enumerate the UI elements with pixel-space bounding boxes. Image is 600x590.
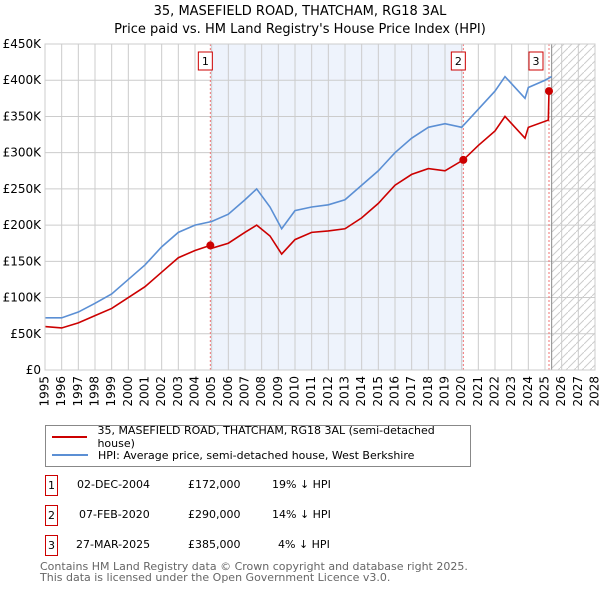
- x-tick-label: 1999: [104, 376, 118, 407]
- sale-point: [459, 155, 468, 164]
- x-tick-label: 2013: [338, 376, 352, 407]
- sale-price: £172,000: [188, 478, 241, 491]
- y-tick-label: £200K: [3, 218, 43, 232]
- x-tick-label: 2024: [521, 376, 535, 407]
- y-tick-label: £250K: [3, 182, 43, 196]
- sale-row: 3 27-MAR-2025 £385,000 4% ↓ HPI: [45, 535, 445, 556]
- legend-label: HPI: Average price, semi-detached house,…: [98, 448, 415, 462]
- x-tick-label: 2016: [388, 376, 402, 407]
- sale-label-box: [528, 51, 544, 71]
- y-tick-label: £350K: [3, 109, 43, 123]
- y-tick-label: £400K: [3, 73, 43, 87]
- x-tick-label: 1997: [71, 376, 85, 407]
- x-tick-label: 2000: [121, 376, 135, 407]
- sale-hpi: 4% ↓ HPI: [278, 538, 330, 551]
- y-tick-label: £150K: [3, 254, 43, 268]
- x-tick-label: 2028: [588, 376, 600, 407]
- sale-label-box: [450, 51, 466, 71]
- x-tick-label: 2003: [171, 376, 185, 407]
- y-tick-label: £300K: [3, 146, 43, 160]
- y-tick-label: £100K: [3, 291, 43, 305]
- x-tick-label: 2014: [354, 376, 368, 407]
- y-tick-label: £0: [26, 363, 41, 377]
- legend-item-hpi: HPI: Average price, semi-detached house,…: [52, 447, 414, 463]
- legend-label: 35, MASEFIELD ROAD, THATCHAM, RG18 3AL (…: [97, 424, 435, 450]
- hpi-line: [45, 75, 553, 319]
- sale-label-box: [197, 51, 213, 71]
- sale-marker-badge: 1: [45, 475, 58, 496]
- forecast-hatch: [551, 44, 595, 370]
- title-line-2: Price paid vs. HM Land Registry's House …: [114, 22, 486, 37]
- shaded-period: [210, 44, 464, 370]
- legend-item-property: 35, MASEFIELD ROAD, THATCHAM, RG18 3AL (…: [52, 424, 470, 450]
- sale-marker-badge: 2: [45, 505, 58, 526]
- x-tick-label: 2025: [538, 376, 552, 407]
- x-tick-label: 2005: [204, 376, 218, 407]
- y-tick-label: £50K: [10, 327, 42, 341]
- sale-point: [206, 241, 215, 250]
- x-tick-label: 2021: [471, 376, 485, 407]
- sale-hpi: 14% ↓ HPI: [272, 508, 331, 521]
- chart-title: 35, MASEFIELD ROAD, THATCHAM, RG18 3AL P…: [0, 3, 600, 39]
- sale-label: 1: [202, 55, 209, 68]
- x-tick-label: 2008: [254, 376, 268, 407]
- footer: Contains HM Land Registry data © Crown c…: [40, 561, 468, 583]
- x-tick-label: 2010: [288, 376, 302, 407]
- x-tick-label: 2007: [238, 376, 252, 407]
- x-tick-label: 2009: [271, 376, 285, 407]
- sale-date: 27-MAR-2025: [76, 538, 151, 551]
- x-tick-label: 2017: [404, 376, 418, 407]
- y-tick-label: £450K: [3, 37, 43, 51]
- x-tick-label: 1998: [88, 376, 102, 407]
- legend: 35, MASEFIELD ROAD, THATCHAM, RG18 3AL (…: [45, 424, 471, 467]
- x-tick-label: 2023: [504, 376, 518, 407]
- x-tick-label: 2004: [188, 376, 202, 407]
- x-tick-label: 2020: [454, 376, 468, 407]
- x-tick-label: 2015: [371, 376, 385, 407]
- sale-row: 2 07-FEB-2020 £290,000 14% ↓ HPI: [45, 505, 445, 526]
- sale-date: 02-DEC-2004: [77, 478, 151, 491]
- chart: £0 £50K £100K £150K £200K £250K £300K £350K £400…: [3, 37, 600, 407]
- x-tick-label: 2027: [571, 376, 585, 407]
- x-tick-label: 2012: [321, 376, 335, 407]
- sale-row: 1 02-DEC-2004 £172,000 19% ↓ HPI: [45, 475, 445, 496]
- sale-label: 2: [455, 55, 462, 68]
- sale-hpi: 19% ↓ HPI: [272, 478, 331, 491]
- x-tick-label: 2022: [488, 376, 502, 407]
- x-tick-label: 2019: [438, 376, 452, 407]
- sale-label: 3: [533, 55, 540, 68]
- x-tick-label: 2011: [304, 376, 318, 407]
- sale-point: [545, 87, 553, 96]
- x-tick-label: 1995: [38, 376, 52, 407]
- x-tick-label: 2026: [554, 376, 568, 407]
- x-tick-label: 2006: [221, 376, 235, 407]
- x-tick-label: 1996: [54, 376, 68, 407]
- footer-line: This data is licensed under the Open Gov…: [40, 571, 391, 584]
- sale-marker-badge: 3: [45, 535, 58, 556]
- footer-line: Contains HM Land Registry data © Crown c…: [40, 560, 468, 573]
- sale-date: 07-FEB-2020: [79, 508, 150, 521]
- x-tick-label: 2001: [138, 376, 152, 407]
- plot-border: [44, 43, 596, 371]
- title-line-1: 35, MASEFIELD ROAD, THATCHAM, RG18 3AL: [153, 4, 447, 19]
- sale-price: £290,000: [188, 508, 241, 521]
- x-tick-label: 2018: [421, 376, 435, 407]
- property-line: [44, 91, 550, 329]
- x-tick-label: 2002: [154, 376, 168, 407]
- sale-price: £385,000: [188, 538, 241, 551]
